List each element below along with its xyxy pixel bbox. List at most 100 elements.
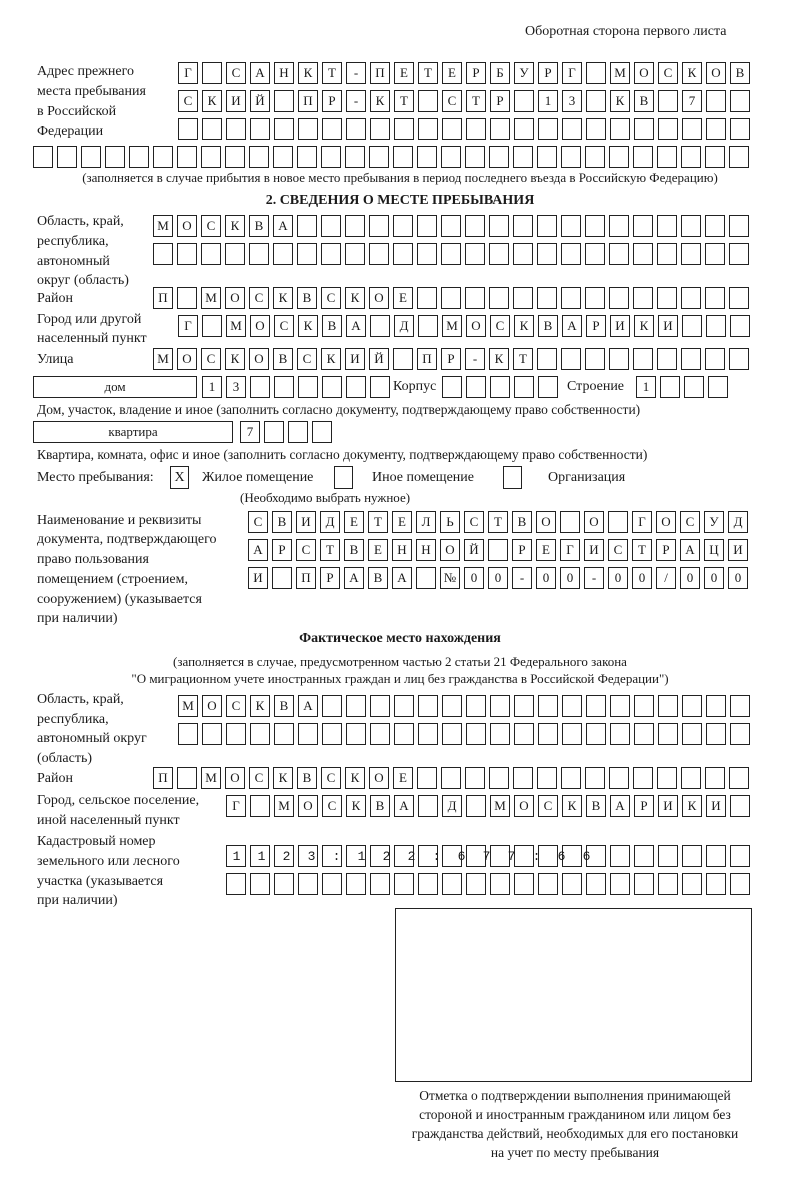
char-cell[interactable] xyxy=(682,695,702,717)
char-cell[interactable]: Е xyxy=(368,539,388,561)
char-cell[interactable]: И xyxy=(658,315,678,337)
char-cell[interactable] xyxy=(513,287,533,309)
char-cell[interactable]: А xyxy=(562,315,582,337)
char-cell[interactable]: С xyxy=(297,348,317,370)
char-cell[interactable] xyxy=(490,723,510,745)
char-cell[interactable] xyxy=(586,723,606,745)
char-cell[interactable]: Г xyxy=(226,795,246,817)
char-cell[interactable] xyxy=(681,348,701,370)
char-cell[interactable] xyxy=(489,146,509,168)
char-cell[interactable]: С xyxy=(442,90,462,112)
char-cell[interactable] xyxy=(441,215,461,237)
char-cell[interactable] xyxy=(418,118,438,140)
char-cell[interactable] xyxy=(442,845,462,867)
char-cell[interactable] xyxy=(274,873,294,895)
char-cell[interactable] xyxy=(465,243,485,265)
char-cell[interactable] xyxy=(321,215,341,237)
stay-org-checkbox[interactable] xyxy=(503,466,522,489)
char-cell[interactable] xyxy=(274,376,294,398)
char-cell[interactable]: Г xyxy=(632,511,652,533)
char-cell[interactable]: В xyxy=(297,767,317,789)
char-cell[interactable]: 1 xyxy=(538,90,558,112)
char-cell[interactable]: Р xyxy=(466,62,486,84)
char-cell[interactable] xyxy=(250,118,270,140)
char-cell[interactable] xyxy=(202,723,222,745)
char-cell[interactable]: Р xyxy=(320,567,340,589)
char-cell[interactable]: В xyxy=(370,795,390,817)
char-cell[interactable]: О xyxy=(250,315,270,337)
char-cell[interactable] xyxy=(658,845,678,867)
char-cell[interactable] xyxy=(370,873,390,895)
char-cell[interactable] xyxy=(561,287,581,309)
char-cell[interactable]: / xyxy=(656,567,676,589)
char-cell[interactable] xyxy=(729,243,749,265)
char-cell[interactable] xyxy=(705,767,725,789)
char-cell[interactable]: О xyxy=(514,795,534,817)
char-cell[interactable] xyxy=(562,845,582,867)
char-cell[interactable]: К xyxy=(562,795,582,817)
char-cell[interactable] xyxy=(465,215,485,237)
char-cell[interactable]: О xyxy=(225,287,245,309)
char-cell[interactable]: К xyxy=(321,348,341,370)
char-cell[interactable]: А xyxy=(344,567,364,589)
char-cell[interactable]: Т xyxy=(320,539,340,561)
char-cell[interactable] xyxy=(178,118,198,140)
char-cell[interactable] xyxy=(633,146,653,168)
char-cell[interactable] xyxy=(706,315,726,337)
char-cell[interactable] xyxy=(561,215,581,237)
char-cell[interactable]: 0 xyxy=(464,567,484,589)
char-cell[interactable] xyxy=(585,767,605,789)
char-cell[interactable] xyxy=(657,767,677,789)
char-cell[interactable]: С xyxy=(248,511,268,533)
char-cell[interactable] xyxy=(513,215,533,237)
char-cell[interactable] xyxy=(608,511,628,533)
char-cell[interactable] xyxy=(634,118,654,140)
char-cell[interactable] xyxy=(514,723,534,745)
char-cell[interactable] xyxy=(730,118,750,140)
char-cell[interactable] xyxy=(609,146,629,168)
stay-other-checkbox[interactable] xyxy=(334,466,353,489)
house-type-box[interactable]: дом xyxy=(33,376,197,398)
char-cell[interactable] xyxy=(321,146,341,168)
char-cell[interactable] xyxy=(489,767,509,789)
char-cell[interactable] xyxy=(538,723,558,745)
char-cell[interactable] xyxy=(706,118,726,140)
char-cell[interactable] xyxy=(418,873,438,895)
char-cell[interactable] xyxy=(609,215,629,237)
char-cell[interactable] xyxy=(730,873,750,895)
char-cell[interactable]: О xyxy=(177,215,197,237)
char-cell[interactable]: М xyxy=(201,767,221,789)
char-cell[interactable]: - xyxy=(584,567,604,589)
char-cell[interactable]: С xyxy=(464,511,484,533)
char-cell[interactable]: М xyxy=(226,315,246,337)
char-cell[interactable] xyxy=(490,118,510,140)
char-cell[interactable] xyxy=(288,421,308,443)
char-cell[interactable] xyxy=(370,723,390,745)
char-cell[interactable]: В xyxy=(538,315,558,337)
char-cell[interactable]: 0 xyxy=(680,567,700,589)
char-cell[interactable] xyxy=(202,118,222,140)
char-cell[interactable]: И xyxy=(706,795,726,817)
char-cell[interactable] xyxy=(705,243,725,265)
char-cell[interactable] xyxy=(466,845,486,867)
char-cell[interactable] xyxy=(226,873,246,895)
char-cell[interactable] xyxy=(537,243,557,265)
char-cell[interactable]: Р xyxy=(634,795,654,817)
char-cell[interactable] xyxy=(441,287,461,309)
char-cell[interactable] xyxy=(465,146,485,168)
char-cell[interactable] xyxy=(610,873,630,895)
char-cell[interactable]: Р xyxy=(586,315,606,337)
char-cell[interactable] xyxy=(633,215,653,237)
char-cell[interactable]: 0 xyxy=(704,567,724,589)
char-cell[interactable] xyxy=(346,695,366,717)
char-cell[interactable] xyxy=(514,695,534,717)
char-cell[interactable] xyxy=(346,723,366,745)
char-cell[interactable]: И xyxy=(610,315,630,337)
char-cell[interactable]: В xyxy=(273,348,293,370)
char-cell[interactable]: Е xyxy=(393,767,413,789)
char-cell[interactable]: Ц xyxy=(704,539,724,561)
char-cell[interactable] xyxy=(538,845,558,867)
char-cell[interactable] xyxy=(610,695,630,717)
char-cell[interactable] xyxy=(490,873,510,895)
char-cell[interactable]: П xyxy=(153,767,173,789)
